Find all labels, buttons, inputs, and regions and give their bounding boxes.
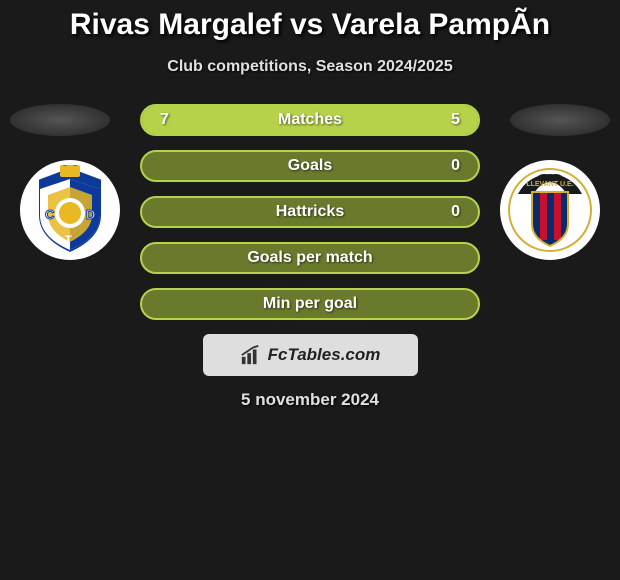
infographic-container: Rivas Margalef vs Varela PampÃ­n Club co…: [0, 0, 620, 410]
stat-label: Matches: [142, 111, 478, 129]
svg-text:T: T: [65, 234, 72, 246]
stat-label: Goals per match: [142, 249, 478, 267]
watermark: FcTables.com: [203, 334, 418, 376]
stat-bar-hattricks: Hattricks0: [140, 196, 480, 228]
stat-bar-matches: Matches7 5: [140, 104, 480, 136]
stat-label: Hattricks: [142, 203, 478, 221]
stat-bar-goals: Goals0: [140, 150, 480, 182]
stat-bar-min-per-goal: Min per goal: [140, 288, 480, 320]
stat-label: Min per goal: [142, 295, 478, 313]
stat-value-right: 5: [451, 111, 460, 129]
stat-value-right: 0: [451, 157, 460, 175]
stat-bar-goals-per-match: Goals per match: [140, 242, 480, 274]
svg-text:C: C: [45, 207, 55, 222]
stat-value-right: 0: [451, 203, 460, 221]
player-badge-right: [510, 104, 610, 136]
chart-icon: [240, 344, 262, 366]
player-badge-left: [10, 104, 110, 136]
levante-crest-icon: LLEVANT U.E.: [508, 168, 592, 252]
stat-label: Goals: [142, 157, 478, 175]
club-logo-left: C D T: [20, 160, 120, 260]
title: Rivas Margalef vs Varela PampÃ­n: [0, 8, 620, 42]
stat-value-left: 7: [160, 111, 169, 129]
watermark-text: FcTables.com: [268, 345, 381, 365]
svg-text:LLEVANT U.E.: LLEVANT U.E.: [526, 181, 573, 188]
tenerife-crest-icon: C D T: [30, 165, 110, 255]
date: 5 november 2024: [0, 390, 620, 410]
stat-bars: Matches75Goals0Hattricks0Goals per match…: [140, 104, 480, 320]
club-logo-right: LLEVANT U.E.: [500, 160, 600, 260]
comparison-area: C D T LLEVANT U.E. Matches75Goals0Hattri…: [0, 104, 620, 320]
subtitle: Club competitions, Season 2024/2025: [0, 58, 620, 76]
svg-text:D: D: [86, 207, 95, 222]
